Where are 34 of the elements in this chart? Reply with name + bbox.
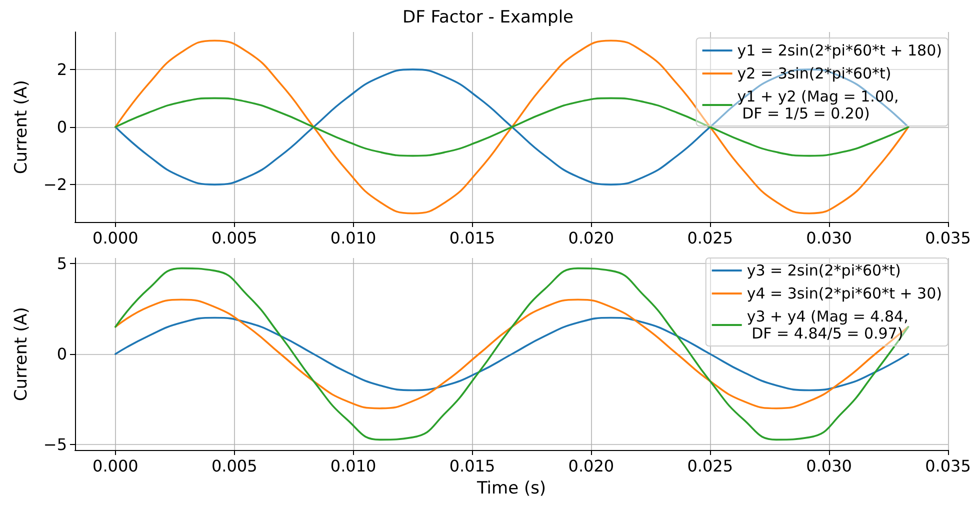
x-tick-label: 0.020 <box>568 228 614 248</box>
legend-label: y3 = 2sin(2*pi*60*t) <box>746 262 901 280</box>
x-tick-label: 0.025 <box>687 456 734 476</box>
x-tick-label: 0.010 <box>330 228 376 248</box>
x-tick-label: 0.025 <box>687 228 734 248</box>
x-tick-label: 0.005 <box>211 228 258 248</box>
y-axis-title: Current (A) <box>12 306 32 402</box>
y-axis-title: Current (A) <box>12 80 32 174</box>
x-tick-label: 0.000 <box>92 228 138 248</box>
line-series <box>114 40 910 214</box>
legend-label: y3 + y4 (Mag = 4.84, DF = 4.84/5 = 0.97) <box>746 308 908 342</box>
x-tick-label: 0.005 <box>211 456 258 476</box>
x-tick-label: 0.015 <box>449 456 496 476</box>
x-tick-label: 0.035 <box>925 456 971 476</box>
legend-label: y2 = 3sin(2*pi*60*t) <box>737 64 892 82</box>
x-tick-label: 0.030 <box>806 228 852 248</box>
x-tick-label: 0.020 <box>568 456 614 476</box>
y-tick-label: 0 <box>56 344 67 364</box>
x-axis-title: Time (s) <box>476 478 546 498</box>
y-tick-label: 0 <box>56 118 67 136</box>
legend-label: y1 + y2 (Mag = 1.00, DF = 1/5 = 0.20) <box>737 88 899 122</box>
chart-title: DF Factor - Example <box>402 8 574 28</box>
y-tick-label: −5 <box>43 435 67 454</box>
x-tick-label: 0.030 <box>806 456 852 476</box>
x-tick-label: 0.035 <box>925 228 971 248</box>
y-tick-label: 2 <box>56 60 67 79</box>
y-tick-label: 5 <box>56 254 67 273</box>
legend-label: y1 = 2sin(2*pi*60*t + 180) <box>737 42 942 60</box>
x-tick-label: 0.010 <box>330 456 376 476</box>
x-tick-label: 0.015 <box>449 228 496 248</box>
legend-label: y4 = 3sin(2*pi*60*t + 30) <box>746 284 942 302</box>
x-tick-label: 0.000 <box>92 456 138 476</box>
line-series <box>114 68 910 186</box>
y-tick-label: −2 <box>43 175 67 194</box>
